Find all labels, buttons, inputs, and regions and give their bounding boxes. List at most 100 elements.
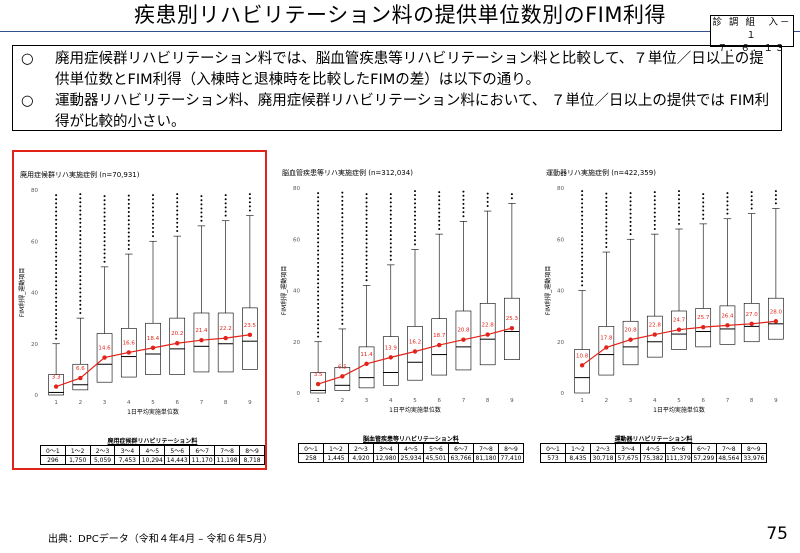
outlier-point <box>726 204 729 207</box>
outlier-point <box>317 229 320 232</box>
outlier-point <box>103 199 106 202</box>
outlier-point <box>341 212 344 215</box>
x-tick-label: 3 <box>629 398 633 404</box>
outlier-point <box>79 271 82 273</box>
outlier-point <box>629 204 632 207</box>
mean-point <box>223 335 228 341</box>
outlier-point <box>317 278 320 281</box>
outlier-point <box>79 246 82 249</box>
outlier-point <box>341 203 344 206</box>
outlier-point <box>176 213 179 216</box>
mean-point <box>364 361 369 366</box>
outlier-point <box>462 194 465 197</box>
outlier-point <box>127 194 130 197</box>
table-cell: 57,299 <box>690 453 717 463</box>
outlier-point <box>317 257 320 260</box>
outlier-point <box>653 211 656 214</box>
summary-bullet: ○ 廃用症候群リハビリテーション料では、脳血管疾患等リハビリテーション料と比較し… <box>21 49 773 91</box>
outlier-point <box>365 217 368 220</box>
outlier-point <box>317 265 320 268</box>
outlier-point <box>750 195 753 198</box>
outlier-point <box>389 258 392 261</box>
table-caption-row: 運動器リハビリテーション料 <box>541 433 767 444</box>
mean-point <box>773 319 779 324</box>
outlier-point <box>581 194 584 197</box>
reference-tag-line1: 診 調 組 入－１ <box>712 17 792 41</box>
outlier-point <box>389 209 392 212</box>
outlier-point <box>55 276 58 279</box>
outlier-point <box>248 197 251 200</box>
source-note: 出典：DPCデータ（令和４年4月 – 令和６年5月） <box>48 534 273 545</box>
outlier-point <box>317 249 320 252</box>
chart-title: 脳血管疾患等リハ実施症例 (n=312,034) <box>282 169 413 177</box>
outlier-point <box>55 329 58 332</box>
mean-value-label: 16.2 <box>409 339 421 345</box>
outlier-point <box>774 202 777 205</box>
outlier-point <box>414 194 416 197</box>
chart-title: 運動器リハ実施症例 (n=422,359) <box>546 169 656 177</box>
outlier-point <box>605 221 608 224</box>
outlier-point <box>438 203 441 206</box>
mean-value-label: 20.8 <box>457 328 470 334</box>
outlier-point <box>438 219 441 222</box>
outlier-point <box>365 275 368 278</box>
outlier-point <box>103 223 106 226</box>
outlier-point <box>678 210 680 213</box>
outlier-point <box>127 202 130 205</box>
outlier-point <box>389 250 392 253</box>
outlier-point <box>224 202 227 205</box>
outlier-point <box>389 193 392 196</box>
y-tick-label: 60 <box>557 237 564 243</box>
x-tick-label: 4 <box>127 400 131 406</box>
outlier-point <box>103 227 106 230</box>
outlier-point <box>438 207 441 210</box>
outlier-point <box>55 296 58 299</box>
outlier-point <box>55 304 58 307</box>
mean-point <box>725 323 730 328</box>
outlier-point <box>774 194 777 197</box>
outlier-point <box>79 193 82 196</box>
outlier-point <box>79 279 82 282</box>
outlier-point <box>79 258 82 261</box>
outlier-point <box>414 206 416 209</box>
outlier-point <box>79 217 82 220</box>
outlier-point <box>341 195 344 198</box>
x-tick-label: 8 <box>486 398 490 404</box>
outlier-point <box>103 252 106 255</box>
outlier-point <box>79 254 82 257</box>
outlier-point <box>629 200 632 203</box>
table-cell: 573 <box>540 453 566 463</box>
outlier-point <box>414 202 416 205</box>
outlier-point <box>702 209 705 212</box>
outlier-point <box>389 197 392 200</box>
table-row: 0～1 1～2 2～3 3～4 4～5 5～6 6～7 7～8 8～9 <box>40 445 265 456</box>
outlier-point <box>79 287 82 290</box>
outlier-point <box>248 205 251 208</box>
outlier-point <box>581 243 584 246</box>
table-header-cell: 3～4 <box>373 443 399 454</box>
boxplot-chart: 0 20 40 60 80 FIM利得_運動項目 1 2 3 4 5 6 7 8 9 3.5 6.5 11.4 13… <box>280 186 520 414</box>
outlier-point <box>341 240 344 243</box>
outlier-point <box>55 272 58 275</box>
y-tick-label: 20 <box>293 340 300 346</box>
table-cell: 4,920 <box>348 453 374 463</box>
outlier-point <box>317 319 320 322</box>
outlier-point <box>341 281 344 284</box>
outlier-point <box>605 245 608 248</box>
outlier-point <box>317 270 320 273</box>
outlier-point <box>702 217 705 220</box>
outlier-point <box>127 206 130 209</box>
outlier-point <box>629 216 632 219</box>
outlier-point <box>605 209 608 212</box>
x-tick-label: 6 <box>701 398 705 404</box>
mean-point <box>247 332 253 337</box>
table-header-cell: 5～6 <box>164 445 191 456</box>
outlier-point <box>317 216 320 219</box>
table-caption: 運動器リハビリテーション料 <box>614 435 693 443</box>
outlier-point <box>55 313 58 316</box>
table-cell: 1,750 <box>64 455 91 465</box>
outlier-point <box>389 213 392 216</box>
outlier-point <box>127 247 130 250</box>
outlier-point <box>702 205 705 208</box>
outlier-point <box>414 226 416 229</box>
